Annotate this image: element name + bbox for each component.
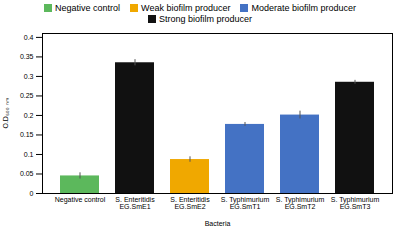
svg-text:0.35: 0.35: [20, 53, 34, 60]
svg-text:0.4: 0.4: [24, 34, 34, 41]
svg-text:S. EnteritidisEG.SmE2: S. EnteritidisEG.SmE2: [170, 196, 210, 210]
svg-text:S. TyphimuriumEG.SmT3: S. TyphimuriumEG.SmT3: [331, 196, 380, 210]
svg-text:0: 0: [30, 190, 34, 197]
html-text:Negative control: Negative control: [55, 3, 120, 13]
html-text:Strong biofilm producer: Strong biofilm producer: [159, 14, 252, 24]
svg-text:S. TyphimuriumEG.SmT2: S. TyphimuriumEG.SmT2: [276, 196, 325, 210]
svg-text:0.05: 0.05: [20, 170, 34, 177]
svg-text:S. TyphimuriumEG.SmT1: S. TyphimuriumEG.SmT1: [221, 196, 270, 210]
html-text:Moderate biofilm producer: Moderate biofilm producer: [251, 3, 356, 13]
svg-text:0.2: 0.2: [24, 112, 34, 119]
svg-text:0.3: 0.3: [24, 73, 34, 80]
svg-text:0.1: 0.1: [24, 151, 34, 158]
svg-text:O.D₆₀₀ ₙₘ: O.D₆₀₀ ₙₘ: [2, 98, 9, 128]
svg-text:Negative control: Negative control: [55, 196, 106, 204]
html-text:Weak biofilm producer: Weak biofilm producer: [141, 3, 231, 13]
svg-text:0.25: 0.25: [20, 92, 34, 99]
svg-text:S. EnteritidisEG.SmE1: S. EnteritidisEG.SmE1: [115, 196, 155, 210]
svg-text:0.15: 0.15: [20, 131, 34, 138]
svg-text:Bacteria: Bacteria: [205, 220, 231, 227]
